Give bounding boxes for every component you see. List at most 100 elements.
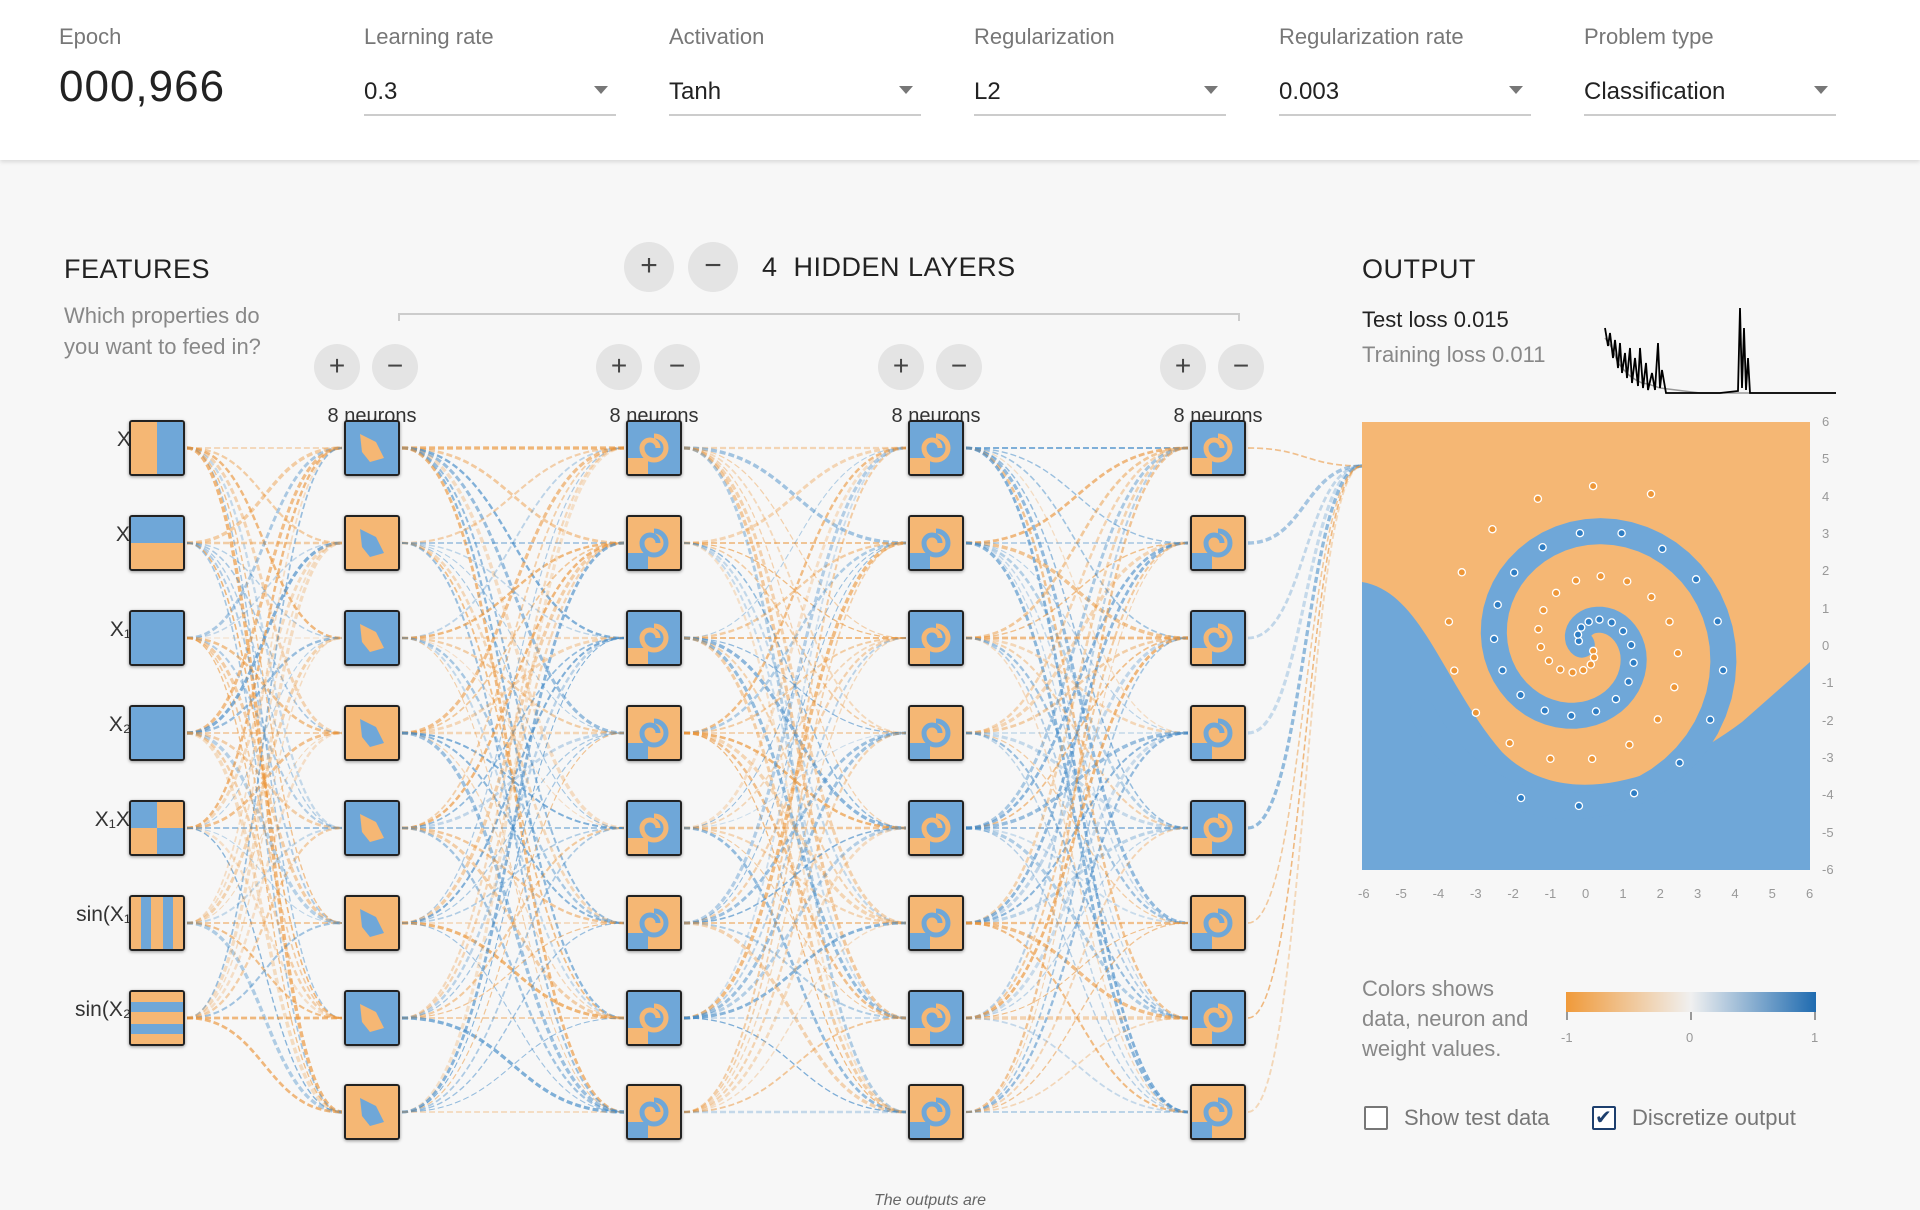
neuron-node[interactable] — [344, 610, 400, 666]
neuron-node[interactable] — [344, 515, 400, 571]
discretize-output-label[interactable]: Discretize output — [1632, 1105, 1796, 1130]
y-tick-label: 0 — [1822, 638, 1830, 653]
y-tick-label: -3 — [1822, 750, 1834, 765]
epoch-label: Epoch — [59, 24, 122, 49]
y-tick-label: -2 — [1822, 712, 1834, 728]
neuron-node[interactable] — [1190, 1084, 1246, 1140]
remove-neuron-button[interactable]: − — [654, 344, 700, 390]
add-layer-button[interactable]: + — [624, 242, 674, 292]
scale-tick-left — [1566, 1012, 1568, 1020]
neuron-node[interactable] — [626, 895, 682, 951]
neuron-node[interactable] — [908, 895, 964, 951]
add-neuron-button[interactable]: + — [314, 344, 360, 390]
outputs-footnote: The outputs are — [874, 1192, 987, 1209]
learning-rate-select[interactable]: 0.3 — [364, 72, 616, 116]
feature-label: sin(X₂) — [75, 998, 138, 1021]
y-tick-label: 3 — [1822, 526, 1830, 541]
feature-node-x1[interactable] — [129, 420, 185, 476]
feature-label: sin(X₁) — [76, 903, 138, 926]
learning-rate-control: Learning rate — [364, 24, 494, 50]
neuron-node[interactable] — [1190, 800, 1246, 856]
neuron-node[interactable] — [1190, 610, 1246, 666]
add-neuron-button[interactable]: + — [878, 344, 924, 390]
add-neuron-button[interactable]: + — [1160, 344, 1206, 390]
output-title: OUTPUT — [1362, 254, 1476, 284]
neuron-node[interactable] — [344, 990, 400, 1046]
chevron-down-icon — [1204, 86, 1218, 94]
neuron-node[interactable] — [908, 610, 964, 666]
neuron-node[interactable] — [908, 705, 964, 761]
feature-label: X₂² — [108, 713, 138, 736]
neuron-node[interactable] — [1190, 515, 1246, 571]
training-loss-value: 0.011 — [1492, 342, 1546, 367]
feature-label: X₂ — [115, 523, 138, 546]
x-tick-label: 5 — [1768, 886, 1776, 901]
activation-control: Activation — [669, 24, 764, 50]
test-loss: Test loss 0.015 — [1362, 307, 1509, 333]
neuron-node[interactable] — [626, 990, 682, 1046]
remove-layer-button[interactable]: − — [688, 242, 738, 292]
neuron-node[interactable] — [344, 1084, 400, 1140]
neuron-node[interactable] — [626, 610, 682, 666]
problem-type-control: Problem type — [1584, 24, 1714, 50]
remove-neuron-button[interactable]: − — [936, 344, 982, 390]
x-tick-label: 3 — [1694, 886, 1702, 901]
scale-tick-right — [1814, 1012, 1816, 1020]
neuron-node[interactable] — [344, 705, 400, 761]
regularization-select[interactable]: L2 — [974, 72, 1226, 116]
neuron-node[interactable] — [908, 990, 964, 1046]
problem-type-select[interactable]: Classification — [1584, 72, 1836, 116]
neuron-node[interactable] — [908, 420, 964, 476]
regularization-rate-control: Regularization rate — [1279, 24, 1464, 50]
neuron-node[interactable] — [344, 420, 400, 476]
show-test-data-label[interactable]: Show test data — [1404, 1105, 1550, 1130]
legend-line2: data, neuron and — [1362, 1006, 1529, 1031]
features-title: FEATURES — [64, 254, 211, 284]
regularization-rate-select[interactable]: 0.003 — [1279, 72, 1531, 116]
y-tick-label: -5 — [1822, 824, 1834, 840]
neuron-node[interactable] — [626, 515, 682, 571]
neuron-node[interactable] — [908, 800, 964, 856]
neuron-node[interactable] — [626, 705, 682, 761]
remove-neuron-button[interactable]: − — [372, 344, 418, 390]
add-neuron-button[interactable]: + — [596, 344, 642, 390]
activation-select[interactable]: Tanh — [669, 72, 921, 116]
show-test-data-checkbox[interactable] — [1364, 1106, 1388, 1130]
regularization-rate-value: 0.003 — [1279, 78, 1340, 105]
feature-node-x1x2[interactable] — [129, 800, 185, 856]
neuron-node[interactable] — [344, 895, 400, 951]
neuron-node[interactable] — [1190, 420, 1246, 476]
neuron-node[interactable] — [908, 515, 964, 571]
x-tick-label: -4 — [1432, 886, 1445, 901]
neuron-node[interactable] — [1190, 990, 1246, 1046]
x-tick-label: -1 — [1544, 886, 1557, 901]
feature-node-x2sq[interactable] — [129, 705, 185, 761]
activation-value: Tanh — [669, 78, 722, 105]
regularization-control: Regularization — [974, 24, 1115, 50]
test-loss-value: 0.015 — [1453, 307, 1509, 332]
chevron-down-icon — [1814, 86, 1828, 94]
remove-neuron-button[interactable]: − — [1218, 344, 1264, 390]
y-tick-label: -4 — [1822, 787, 1834, 803]
neuron-node[interactable] — [908, 1084, 964, 1140]
regularization-label: Regularization — [974, 24, 1115, 49]
feature-label: X₁ — [116, 428, 138, 451]
discretize-output-checkbox[interactable] — [1592, 1105, 1616, 1130]
problem-type-value: Classification — [1584, 78, 1726, 105]
neuron-node[interactable] — [1190, 705, 1246, 761]
neuron-node[interactable] — [344, 800, 400, 856]
feature-node-sinx2[interactable] — [129, 990, 185, 1046]
neuron-node[interactable] — [626, 420, 682, 476]
x-tick-label: -5 — [1395, 886, 1407, 901]
y-tick-label: 2 — [1822, 563, 1830, 579]
output-decision-plot — [1362, 422, 1810, 870]
neuron-node[interactable] — [1190, 895, 1246, 951]
feature-node-x2[interactable] — [129, 515, 185, 571]
neuron-node[interactable] — [626, 1084, 682, 1140]
learning-rate-value: 0.3 — [364, 78, 398, 105]
feature-node-x1sq[interactable] — [129, 610, 185, 666]
feature-node-sinx1[interactable] — [129, 895, 185, 951]
neuron-node[interactable] — [626, 800, 682, 856]
feature-label: X₁X₂ — [94, 808, 138, 831]
